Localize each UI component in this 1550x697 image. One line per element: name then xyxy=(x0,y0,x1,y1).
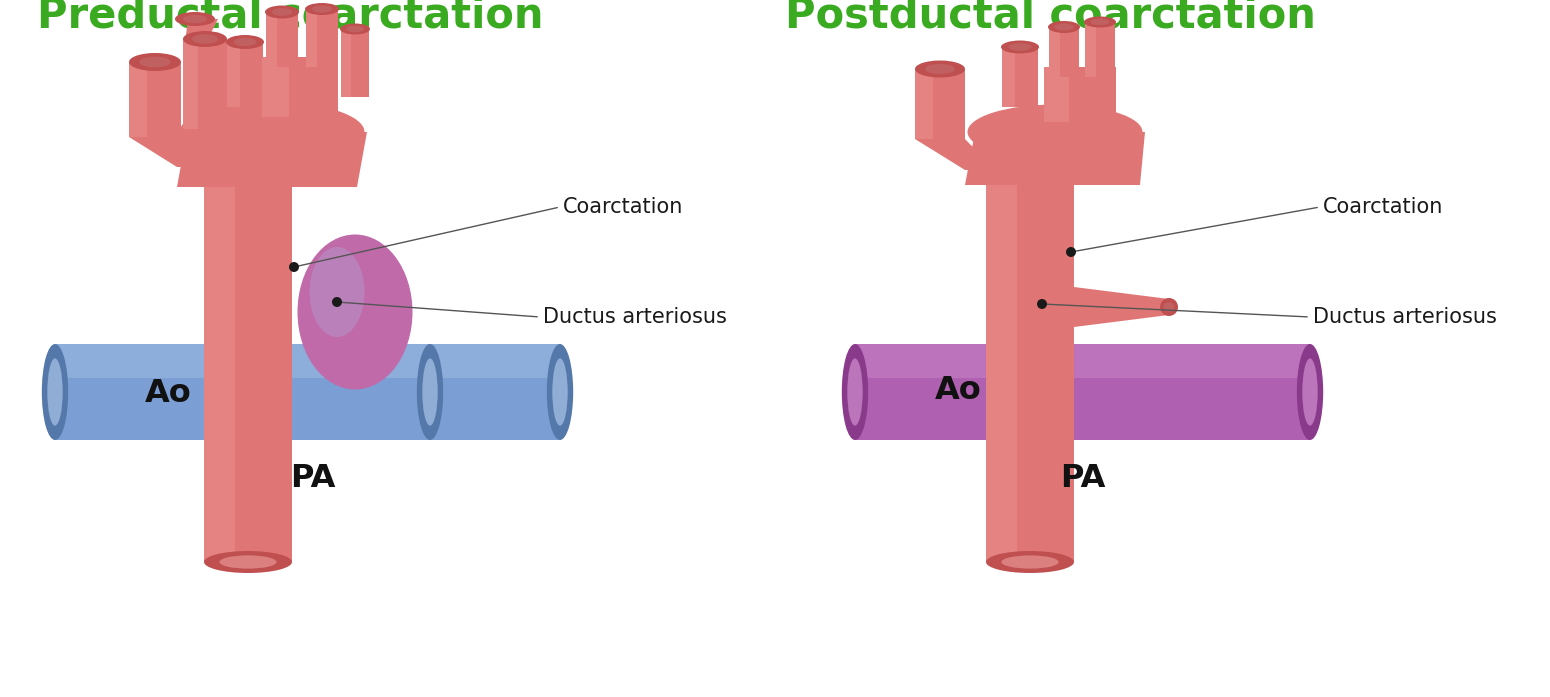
Ellipse shape xyxy=(1009,43,1031,51)
Text: PA: PA xyxy=(1060,463,1105,494)
Text: Preductal coarctation: Preductal coarctation xyxy=(37,0,542,37)
Ellipse shape xyxy=(1302,358,1318,426)
Ellipse shape xyxy=(842,344,868,440)
Text: Postductal coarctation: Postductal coarctation xyxy=(784,0,1316,37)
Text: Ao: Ao xyxy=(146,378,192,409)
Text: Coarctation: Coarctation xyxy=(1324,197,1443,217)
Ellipse shape xyxy=(1159,298,1178,316)
Ellipse shape xyxy=(265,6,299,19)
Polygon shape xyxy=(914,69,933,139)
Polygon shape xyxy=(183,19,219,59)
Polygon shape xyxy=(1049,27,1060,77)
Polygon shape xyxy=(267,12,277,67)
Polygon shape xyxy=(1085,22,1096,77)
Ellipse shape xyxy=(1054,24,1074,31)
Circle shape xyxy=(1066,247,1076,257)
Polygon shape xyxy=(54,344,429,378)
Ellipse shape xyxy=(234,38,256,46)
Ellipse shape xyxy=(298,234,412,390)
Ellipse shape xyxy=(180,102,364,162)
Polygon shape xyxy=(226,42,240,107)
Ellipse shape xyxy=(226,35,264,49)
Ellipse shape xyxy=(1090,19,1110,25)
Circle shape xyxy=(288,262,299,272)
Polygon shape xyxy=(986,182,1074,562)
Polygon shape xyxy=(1049,27,1079,77)
Text: PA: PA xyxy=(290,463,335,494)
Ellipse shape xyxy=(1164,302,1175,312)
Ellipse shape xyxy=(547,344,574,440)
Polygon shape xyxy=(205,187,234,562)
Polygon shape xyxy=(341,27,369,97)
Circle shape xyxy=(1037,299,1046,309)
Polygon shape xyxy=(966,132,1145,185)
Circle shape xyxy=(332,297,343,307)
Polygon shape xyxy=(267,12,298,67)
Text: Ductus arteriosus: Ductus arteriosus xyxy=(542,307,727,327)
Polygon shape xyxy=(305,9,338,67)
Ellipse shape xyxy=(271,8,293,16)
Ellipse shape xyxy=(140,56,170,68)
Ellipse shape xyxy=(848,358,863,426)
Polygon shape xyxy=(429,344,560,440)
Polygon shape xyxy=(226,42,264,107)
Polygon shape xyxy=(856,344,1310,440)
Polygon shape xyxy=(986,182,1017,562)
Polygon shape xyxy=(1074,287,1169,327)
Ellipse shape xyxy=(129,53,181,71)
Ellipse shape xyxy=(183,15,208,23)
Ellipse shape xyxy=(175,12,215,26)
Polygon shape xyxy=(129,137,208,167)
Text: Ao: Ao xyxy=(935,375,981,406)
Ellipse shape xyxy=(346,26,364,32)
Polygon shape xyxy=(262,57,338,117)
Polygon shape xyxy=(302,312,408,344)
Polygon shape xyxy=(429,344,560,378)
Ellipse shape xyxy=(1001,40,1038,54)
Ellipse shape xyxy=(552,358,567,426)
Ellipse shape xyxy=(42,344,68,440)
Polygon shape xyxy=(914,139,995,170)
Text: Ductus arteriosus: Ductus arteriosus xyxy=(1313,307,1497,327)
Polygon shape xyxy=(1001,47,1038,107)
Polygon shape xyxy=(205,187,291,562)
Polygon shape xyxy=(1045,67,1070,122)
Polygon shape xyxy=(183,39,226,129)
Polygon shape xyxy=(305,9,318,67)
Ellipse shape xyxy=(1001,556,1059,569)
Ellipse shape xyxy=(48,358,62,426)
Ellipse shape xyxy=(305,3,339,15)
Polygon shape xyxy=(856,344,1310,378)
Polygon shape xyxy=(1001,47,1015,107)
Ellipse shape xyxy=(310,247,364,337)
Ellipse shape xyxy=(986,551,1074,573)
Polygon shape xyxy=(341,27,350,97)
Text: Coarctation: Coarctation xyxy=(563,197,684,217)
Ellipse shape xyxy=(1048,21,1080,33)
Ellipse shape xyxy=(192,34,219,44)
Ellipse shape xyxy=(339,24,370,34)
Polygon shape xyxy=(262,57,288,117)
Polygon shape xyxy=(177,132,367,187)
Ellipse shape xyxy=(183,31,226,47)
Ellipse shape xyxy=(1083,17,1116,27)
Ellipse shape xyxy=(312,6,332,13)
Polygon shape xyxy=(1045,67,1116,122)
Ellipse shape xyxy=(914,61,966,77)
Polygon shape xyxy=(129,62,181,137)
Ellipse shape xyxy=(967,105,1142,160)
Ellipse shape xyxy=(925,64,955,74)
Polygon shape xyxy=(183,39,198,129)
Ellipse shape xyxy=(1297,344,1324,440)
Ellipse shape xyxy=(417,344,443,440)
Polygon shape xyxy=(129,62,147,137)
Ellipse shape xyxy=(205,551,291,573)
Ellipse shape xyxy=(220,556,276,569)
Polygon shape xyxy=(1085,22,1114,77)
Polygon shape xyxy=(54,344,429,440)
Ellipse shape xyxy=(422,358,437,426)
Polygon shape xyxy=(914,69,966,139)
